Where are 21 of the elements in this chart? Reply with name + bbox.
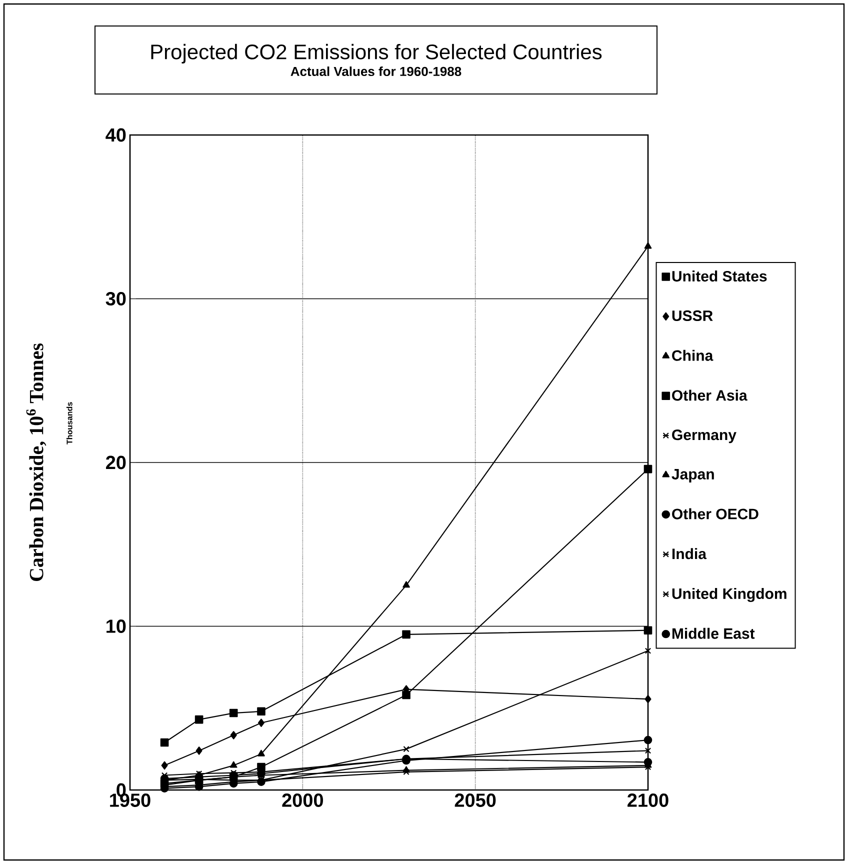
- legend-label: Other Asia: [672, 390, 748, 401]
- y-tick-label: 30: [106, 292, 126, 306]
- legend-label: Other OECD: [672, 508, 758, 520]
- text: Thousands: [66, 402, 72, 444]
- legend-label: USSR: [672, 310, 713, 322]
- chart-title: Projected CO2 Emissions for Selected Countries: [151, 44, 602, 64]
- y-tick-label: 20: [106, 456, 126, 470]
- chart-subtitle: Actual Values for 1960-1988: [290, 66, 462, 76]
- x-tick-label: 2100: [628, 794, 668, 807]
- legend-label: Middle East: [672, 628, 755, 639]
- legend-label: India: [672, 548, 707, 560]
- legend-label: Germany: [672, 430, 736, 444]
- legend-label: United Kingdom: [672, 588, 786, 602]
- legend-label: Japan: [672, 469, 714, 482]
- x-tick-label: 2050: [454, 794, 496, 807]
- legend-label: United States: [672, 270, 767, 282]
- legend-label: China: [672, 350, 714, 361]
- y-tick-label: 10: [106, 620, 126, 633]
- y-tick-label: 40: [106, 128, 126, 142]
- x-tick-label: 2000: [282, 794, 324, 807]
- y-axis-title: Carbon Dioxide, 10$^{6}$ Tonnes: [26, 343, 46, 582]
